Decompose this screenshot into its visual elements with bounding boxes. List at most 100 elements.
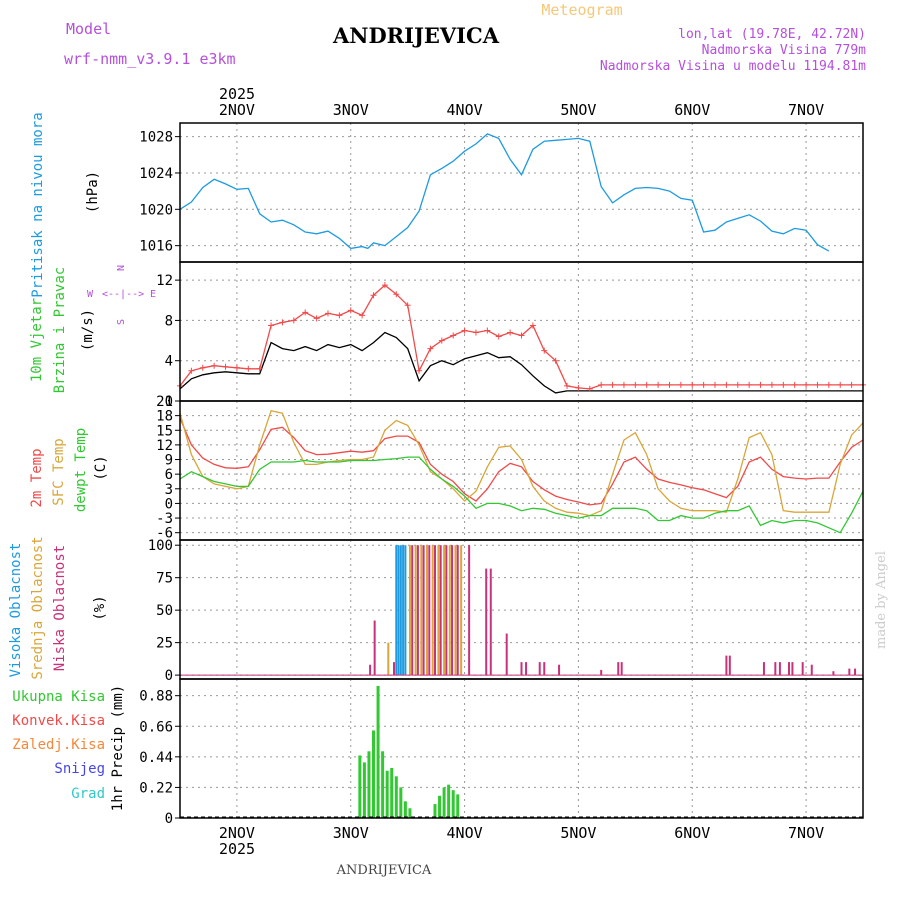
legend-snow: Snijeg (54, 761, 105, 777)
y-tick-label: 21 (156, 394, 173, 410)
gust-marker (529, 322, 536, 329)
gust-marker (495, 333, 502, 340)
bar (445, 545, 448, 676)
gust-marker (347, 307, 354, 314)
y-tick-label: 1020 (139, 202, 173, 218)
gust-marker (620, 381, 627, 388)
elevation-label: Nadmorska Visina 779m (702, 43, 867, 58)
cloud-unit: (%) (92, 595, 108, 620)
bar (762, 662, 765, 676)
gust-marker (381, 282, 388, 289)
gust-marker (780, 381, 787, 388)
temp-ylabel-3: dewpt Temp (73, 428, 89, 512)
bar (408, 808, 412, 818)
bar (848, 668, 851, 676)
y-tick-label: 15 (156, 423, 173, 439)
gust-marker (279, 319, 286, 326)
bar (538, 662, 541, 676)
cloud-ylabel-1: Visoka Oblacnost (8, 543, 24, 678)
gust-marker (575, 384, 582, 391)
gust-marker (598, 381, 605, 388)
bottom-tick-label: 4NOV (447, 824, 483, 842)
gust-marker (461, 327, 468, 334)
gust-marker (723, 381, 730, 388)
pressure-ylabel: Pritisak na nivou mora (30, 112, 46, 297)
bottom-tick-label: 3NOV (333, 824, 369, 842)
top-tick-label: 2NOV (219, 101, 255, 119)
bar (414, 545, 417, 676)
gust-marker (245, 365, 252, 372)
bar (431, 545, 434, 676)
bar (428, 545, 431, 676)
y-tick-label: 0.66 (139, 719, 173, 735)
top-tick-label: 4NOV (447, 101, 483, 119)
page-title: ANDRIJEVICA (332, 23, 500, 48)
bar (381, 751, 385, 818)
year-top: 2025 (219, 85, 255, 103)
bottom-tick-label: 5NOV (560, 824, 596, 842)
bar (411, 545, 414, 676)
gust-marker (313, 315, 320, 322)
gust-marker (700, 381, 707, 388)
gust-marker (712, 381, 719, 388)
gust-marker (222, 363, 229, 370)
bar (373, 620, 376, 676)
legend-convective: Konvek.Kisa (12, 713, 105, 729)
bar (385, 770, 389, 818)
y-tick-label: 0 (165, 394, 173, 410)
wind-unit: (m/s) (80, 309, 96, 351)
bar (788, 662, 791, 676)
bar (485, 568, 488, 676)
cloud-ylabel-2: Srednja Oblacnost (30, 536, 46, 679)
panel-frame (179, 122, 864, 263)
bar (448, 545, 451, 676)
y-tick-label: 3 (165, 482, 173, 498)
temp-ylabel-2: SFC Temp (51, 438, 67, 505)
bar (791, 662, 794, 676)
bar (443, 545, 446, 676)
gust-marker (734, 381, 741, 388)
bar (442, 787, 446, 818)
y-tick-label: 75 (156, 571, 173, 587)
gust-marker (837, 381, 844, 388)
precip-legend: Ukupna Kisa Konvek.Kisa Zaledj.Kisa Snij… (12, 689, 105, 802)
bar (451, 545, 454, 676)
bar (367, 751, 371, 818)
gust-marker (586, 385, 593, 392)
bottom-tick-label: 2NOV (219, 824, 255, 842)
y-tick-label: 6 (165, 467, 173, 483)
gust-marker (757, 381, 764, 388)
bottom-tick-label: 7NOV (788, 824, 824, 842)
bar (451, 790, 455, 818)
y-tick-label: 1024 (139, 166, 173, 182)
top-tick-labels: 2NOV 3NOV 4NOV 5NOV 6NOV 7NOV (219, 101, 824, 119)
top-tick-label: 6NOV (674, 101, 710, 119)
bar (505, 633, 508, 676)
gust-marker (211, 362, 218, 369)
y-tick-label: 8 (165, 313, 173, 329)
bar (376, 685, 380, 818)
bar (395, 545, 398, 676)
pressure-panel: 1016 1020 1024 1028 (139, 122, 864, 263)
bottom-tick-label: 6NOV (674, 824, 710, 842)
gust-marker (393, 291, 400, 298)
bar (489, 568, 492, 676)
y-tick-label: 9 (165, 453, 173, 469)
gust-marker (541, 347, 548, 354)
bar (403, 801, 407, 818)
top-tick-label: 7NOV (788, 101, 824, 119)
bar (620, 662, 623, 676)
bar (394, 776, 398, 818)
compass-s: S (116, 319, 127, 325)
gust-marker (188, 367, 195, 374)
top-tick-label: 5NOV (560, 101, 596, 119)
bar (454, 545, 457, 676)
gust-marker (472, 329, 479, 336)
bar (399, 787, 403, 818)
gust-marker (484, 327, 491, 334)
wind-ylabel-2: Brzina i Pravac (52, 267, 68, 393)
gust-marker (404, 302, 411, 309)
bar (728, 655, 731, 676)
y-tick-label: 0 (165, 811, 173, 827)
